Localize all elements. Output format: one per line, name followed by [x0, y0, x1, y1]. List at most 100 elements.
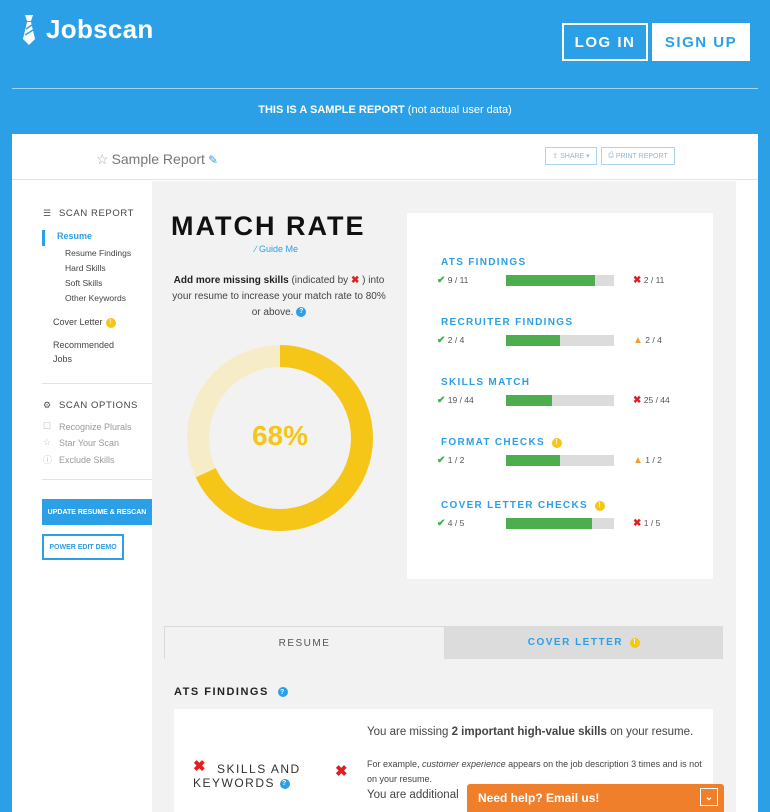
option-recognize-plurals[interactable]: ☐ Recognize Plurals	[43, 421, 132, 432]
cover-letter-label: Cover Letter	[53, 317, 103, 327]
top-bar: Jobscan LOG IN SIGN UP	[0, 0, 770, 88]
signup-button[interactable]: SIGN UP	[652, 23, 750, 61]
finding-progress-bar	[506, 335, 614, 346]
star-outline-icon: ☆	[43, 437, 52, 447]
finding-label[interactable]: COVER LETTER CHECKS !	[441, 500, 606, 511]
sidebar-item-hard-skills[interactable]: Hard Skills	[65, 263, 106, 273]
finding-bad: ▲ 1 / 2	[633, 455, 662, 466]
chevron-down-icon: ▾	[584, 153, 590, 160]
sidebar-item-recommended-jobs[interactable]: Recommended Jobs	[53, 338, 114, 366]
finding-progress-fill	[506, 335, 560, 346]
sidebar-item-resume[interactable]: Resume	[57, 231, 93, 241]
printer-icon: ⎙	[608, 152, 616, 159]
skills-line1: SKILLS AND	[217, 762, 301, 776]
finding-row[interactable]: FORMAT CHECKS ! ✔ 1 / 2 ▲ 1 / 2	[407, 437, 713, 477]
print-label: PRINT REPORT	[615, 152, 668, 160]
share-icon: ⇪	[552, 153, 561, 160]
header-divider	[12, 88, 758, 89]
finding-row[interactable]: SKILLS MATCH ✔ 19 / 44 ✖ 25 / 44	[407, 377, 713, 417]
help-question-icon[interactable]: ?	[296, 307, 307, 318]
x-mark-icon: ✖	[193, 758, 206, 775]
finding-ok-count: 19 / 44	[447, 395, 474, 405]
finding-row[interactable]: RECRUITER FINDINGS ✔ 2 / 4 ▲ 2 / 4	[407, 317, 713, 357]
share-button[interactable]: ⇪ SHARE ▾	[545, 147, 597, 165]
finding-progress-fill	[506, 395, 553, 406]
finding-label-text: SKILLS MATCH	[441, 377, 531, 388]
content-scrollbar[interactable]	[736, 181, 758, 812]
pencil-icon[interactable]: ✎	[207, 153, 219, 167]
finding-row[interactable]: COVER LETTER CHECKS ! ✔ 4 / 5 ✖ 1 / 5	[407, 500, 713, 540]
finding-ok: ✔ 1 / 2	[437, 455, 464, 466]
sidebar-item-resume-findings[interactable]: Resume Findings	[65, 248, 132, 258]
finding-label[interactable]: SKILLS MATCH	[441, 377, 530, 388]
power-edit-demo-button[interactable]: POWER EDIT DEMO	[42, 534, 124, 560]
scan-report-heading: ☰ SCAN REPORT	[43, 208, 134, 219]
example-b: customer experience	[422, 759, 506, 769]
tab-cover-letter[interactable]: COVER LETTER !	[445, 626, 723, 659]
warning-triangle-icon: ▲	[633, 455, 643, 466]
sidebar: ☰ SCAN REPORT Resume Resume Findings Hard…	[12, 181, 152, 812]
finding-label[interactable]: RECRUITER FINDINGS	[441, 317, 573, 328]
finding-progress-fill	[506, 518, 593, 529]
match-advice: Add more missing skills (indicated by ✖ …	[168, 273, 390, 321]
warning-icon: !	[630, 637, 641, 648]
guide-me-label: Guide Me	[259, 244, 299, 254]
option-exclude-skills[interactable]: ⓘ Exclude Skills	[43, 453, 115, 466]
sidebar-item-cover-letter[interactable]: Cover Letter!	[53, 317, 116, 328]
update-resume-rescan-button[interactable]: UPDATE RESUME & RESCAN	[42, 499, 152, 525]
report-title-text: Sample Report	[111, 151, 205, 167]
sidebar-item-other-keywords[interactable]: Other Keywords	[65, 293, 126, 303]
desc-b: 2 important high-value skills	[451, 726, 607, 738]
sidebar-item-soft-skills[interactable]: Soft Skills	[65, 278, 103, 288]
share-label: SHARE	[560, 152, 585, 160]
missing-skills-text: You are missing 2 important high-value s…	[367, 725, 707, 740]
finding-bad: ✖ 25 / 44	[633, 395, 670, 406]
tab-cover-letter-label: COVER LETTER	[527, 637, 623, 648]
gears-icon: ⚙	[43, 400, 52, 410]
finding-progress-fill	[506, 275, 595, 286]
example-text: For example, customer experience appears…	[367, 757, 707, 787]
scan-report-label: SCAN REPORT	[59, 208, 135, 219]
guide-me-link[interactable]: ⁄ Guide Me	[255, 244, 298, 254]
star-icon[interactable]: ☆	[96, 151, 109, 167]
x-mark-icon: ✖	[633, 275, 642, 286]
findings-card: ATS FINDINGS ✔ 9 / 11 ✖ 2 / 11 RECRUITER FI…	[407, 213, 713, 579]
finding-label[interactable]: FORMAT CHECKS !	[441, 437, 563, 448]
status-x-icon: ✖	[335, 763, 348, 780]
finding-ok: ✔ 4 / 5	[437, 518, 464, 529]
example-a: For example,	[367, 759, 423, 769]
info-icon: ⓘ	[43, 455, 53, 465]
help-question-icon[interactable]: ?	[277, 687, 288, 697]
option-exclude-skills-label: Exclude Skills	[59, 454, 115, 465]
match-rate-donut	[187, 345, 373, 531]
finding-bad: ✖ 1 / 5	[633, 518, 660, 529]
chevron-down-icon[interactable]: ⌄	[700, 788, 718, 806]
logo-text: Jobscan	[46, 14, 154, 44]
sidebar-divider-2	[42, 479, 152, 480]
finding-progress-bar	[506, 455, 614, 466]
x-mark-icon: ✖	[350, 275, 360, 286]
tab-resume[interactable]: RESUME	[164, 626, 445, 659]
option-recognize-plurals-label: Recognize Plurals	[59, 421, 132, 432]
list-icon: ☰	[43, 208, 52, 218]
scan-options-heading: ⚙ SCAN OPTIONS	[43, 400, 138, 411]
finding-row[interactable]: ATS FINDINGS ✔ 9 / 11 ✖ 2 / 11	[407, 257, 713, 297]
finding-progress-fill	[506, 455, 560, 466]
match-rate-title: MATCH RATE	[171, 211, 366, 241]
warning-icon: !	[595, 500, 606, 511]
finding-ok: ✔ 9 / 11	[437, 275, 468, 286]
option-star-scan-label: Star Your Scan	[59, 437, 120, 448]
help-label: Need help? Email us!	[478, 791, 600, 805]
help-question-icon[interactable]: ?	[279, 778, 290, 789]
skills-line2-row: KEYWORDS ?	[193, 776, 313, 790]
print-report-button[interactable]: ⎙ PRINT REPORT	[601, 147, 675, 165]
finding-label[interactable]: ATS FINDINGS	[441, 257, 526, 268]
login-button[interactable]: LOG IN	[562, 23, 648, 61]
option-star-scan[interactable]: ☆ Star Your Scan	[43, 437, 119, 448]
match-rate-percent: 68%	[251, 420, 309, 451]
help-email-widget[interactable]: Need help? Email us! ⌄	[467, 784, 724, 812]
jobscan-logo[interactable]: Jobscan	[20, 14, 154, 45]
banner-bold-text: THIS IS A SAMPLE REPORT	[258, 104, 405, 116]
finding-ok-count: 1 / 2	[447, 455, 465, 465]
donut-progress	[187, 345, 373, 531]
